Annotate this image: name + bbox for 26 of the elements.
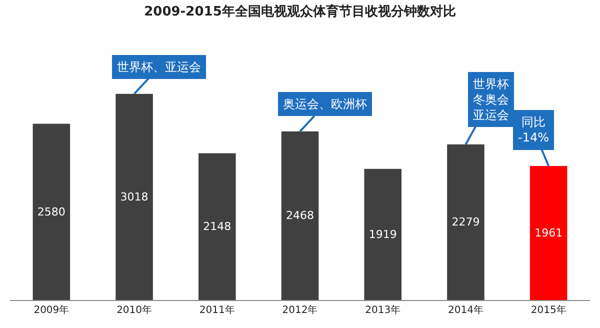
data-label: 3018	[120, 190, 148, 204]
x-tick-label: 2010年	[116, 304, 152, 316]
data-label: 2468	[286, 209, 314, 222]
x-tick-label: 2014年	[448, 304, 484, 316]
x-tick-label: 2009年	[34, 304, 70, 316]
bar	[530, 166, 568, 300]
bar	[32, 124, 70, 300]
annotation: 世界杯、亚运会	[117, 60, 201, 74]
chart-title: 2009-2015年全国电视观众体育节目收视分钟数对比	[144, 4, 456, 20]
x-tick-label: 2012年	[282, 304, 318, 316]
x-tick-label: 2011年	[199, 304, 235, 316]
bar	[447, 144, 484, 300]
bar	[364, 168, 402, 300]
bar	[281, 131, 319, 300]
bar	[116, 94, 153, 300]
annotation: 奥运会、欧洲杯	[283, 97, 367, 111]
x-tick-label: 2013年	[365, 304, 401, 316]
data-label: 1961	[534, 226, 563, 240]
annotation: 世界杯冬奥会亚运会	[473, 77, 509, 122]
data-label: 1919	[368, 228, 397, 241]
data-label: 2580	[37, 205, 66, 218]
x-tick-label: 2015年	[530, 304, 566, 316]
data-label: 2148	[203, 220, 232, 234]
bar	[198, 153, 236, 300]
data-label: 2279	[452, 216, 480, 229]
annotation: 同比 -14%	[518, 115, 550, 145]
